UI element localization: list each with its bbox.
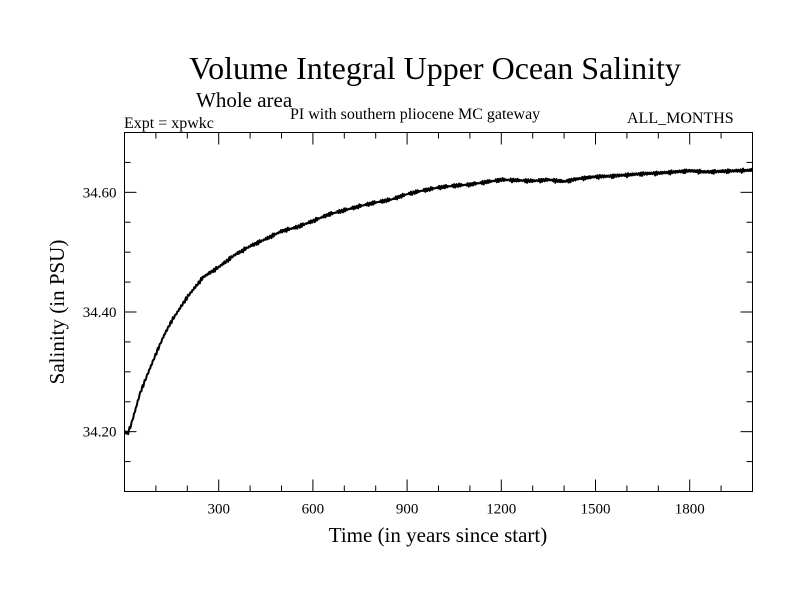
x-tick-label: 600 [302,502,325,518]
x-tick-label: 300 [207,502,230,518]
x-tick-label: 1200 [486,502,516,518]
months-label: ALL_MONTHS [627,110,734,127]
experiment-description: PI with southern pliocene MC gateway [290,106,541,123]
chart-title: Volume Integral Upper Ocean Salinity [189,50,681,86]
chart-subtitle: Whole area [196,88,293,112]
series-line-xpwkc [123,167,754,436]
y-axis-label: Salinity (in PSU) [45,240,69,385]
x-axis: 300 600 900 1200 1500 1800 [207,132,705,518]
y-tick-label: 34.40 [83,305,117,321]
series-layer [123,167,754,436]
y-axis: 34.20 34.40 34.60 [83,185,753,441]
x-axis-label: Time (in years since start) [329,523,548,547]
minor-ticks [124,132,753,492]
y-tick-label: 34.20 [83,425,117,441]
experiment-label: Expt = xpwkc [124,115,214,132]
x-tick-label: 1500 [581,502,611,518]
x-tick-label: 1800 [675,502,705,518]
y-tick-label: 34.60 [83,185,117,201]
x-tick-label: 900 [396,502,419,518]
